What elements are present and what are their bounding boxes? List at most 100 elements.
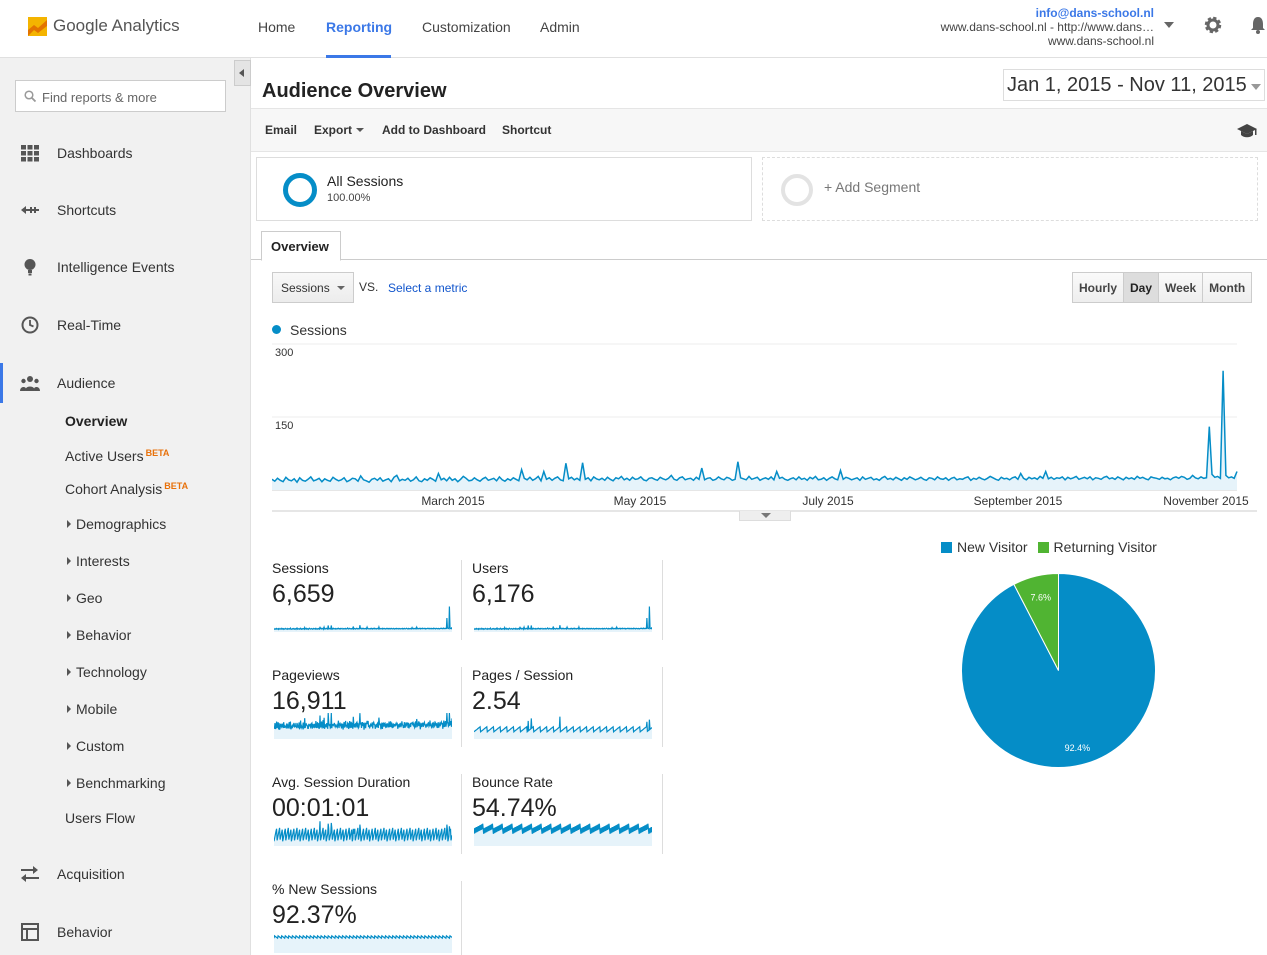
- segment-ring-icon: [283, 173, 317, 207]
- sidebar-item-label: Behavior: [57, 924, 113, 940]
- sidebar-item-audience[interactable]: Audience: [0, 363, 250, 403]
- vs-label: VS.: [359, 280, 379, 294]
- metric-name: Sessions: [272, 560, 329, 576]
- subnav-overview[interactable]: Overview: [65, 413, 127, 429]
- account-selector[interactable]: info@dans-school.nl www.dans-school.nl -…: [941, 6, 1154, 48]
- subnav-label: Technology: [76, 664, 147, 680]
- select-metric-link[interactable]: Select a metric: [388, 281, 468, 295]
- metric-card-pages-per-session[interactable]: Pages / Session 2.54: [472, 667, 662, 757]
- metric-card-pageviews[interactable]: Pageviews 16,911: [272, 667, 462, 757]
- nav-tab-reporting[interactable]: Reporting: [326, 19, 392, 58]
- nav-tab-customization[interactable]: Customization: [422, 19, 511, 35]
- metric-name: Avg. Session Duration: [272, 774, 411, 790]
- add-to-dashboard-button[interactable]: Add to Dashboard: [382, 123, 486, 137]
- beta-badge: BETA: [145, 448, 170, 458]
- brand-name: Google Analytics: [53, 16, 180, 35]
- metric-card-avg-session-duration[interactable]: Avg. Session Duration 00:01:01: [272, 774, 462, 864]
- segment-percent: 100.00%: [327, 192, 371, 204]
- sparkline: [474, 716, 652, 739]
- sparkline-line: [274, 934, 452, 940]
- graduation-cap-icon[interactable]: [1236, 121, 1258, 139]
- granularity-month-button[interactable]: Month: [1203, 273, 1252, 302]
- legend-label: Returning Visitor: [1053, 539, 1157, 555]
- legend-item-returning-visitor[interactable]: Returning Visitor: [1037, 539, 1157, 555]
- subnav-label: Active Users: [65, 448, 144, 464]
- subnav-cohort-analysis[interactable]: Cohort Analysis BETA: [65, 481, 188, 497]
- add-segment-label: + Add Segment: [824, 179, 921, 195]
- subnav-active-users[interactable]: Active Users BETA: [65, 448, 169, 464]
- sessions-line: [272, 370, 1238, 484]
- subnav-label: Behavior: [76, 627, 132, 643]
- metric-select[interactable]: Sessions: [272, 272, 354, 303]
- date-range-label: Jan 1, 2015 - Nov 11, 2015: [1007, 74, 1247, 96]
- metric-value: 16,911: [272, 687, 347, 715]
- subnav-custom[interactable]: Custom: [67, 738, 124, 754]
- sparkline: [274, 821, 452, 846]
- email-button[interactable]: Email: [265, 123, 298, 137]
- page-title: Audience Overview: [262, 80, 447, 102]
- subnav-behavior[interactable]: Behavior: [67, 627, 131, 643]
- x-tick-label: September 2015: [974, 494, 1063, 508]
- metric-card-sessions[interactable]: Sessions 6,659: [272, 560, 462, 650]
- sparkline: [274, 712, 452, 739]
- gear-icon[interactable]: [1203, 15, 1223, 35]
- sidebar-item-label: Real-Time: [57, 317, 122, 333]
- chevron-down-icon[interactable]: [1164, 22, 1174, 28]
- chart-resize-handle[interactable]: [739, 511, 791, 521]
- shortcut-button[interactable]: Shortcut: [502, 123, 552, 137]
- tab-overview[interactable]: Overview: [261, 231, 341, 261]
- granularity-hourly-button[interactable]: Hourly: [1073, 273, 1125, 302]
- account-email: info@dans-school.nl: [1035, 6, 1154, 20]
- legend-swatch: [272, 325, 281, 334]
- bell-icon[interactable]: [1249, 15, 1267, 35]
- subnav-geo[interactable]: Geo: [67, 590, 102, 606]
- granularity-toggle: Hourly Day Week Month: [1072, 272, 1253, 303]
- legend-series-name: Sessions: [290, 322, 347, 338]
- granularity-week-button[interactable]: Week: [1159, 273, 1204, 302]
- granularity-day-button[interactable]: Day: [1124, 273, 1160, 302]
- metric-card-users[interactable]: Users 6,176: [472, 560, 662, 650]
- add-segment-button[interactable]: + Add Segment: [762, 157, 1258, 221]
- expand-triangle-icon: [67, 668, 71, 676]
- date-range-picker[interactable]: Jan 1, 2015 - Nov 11, 2015: [1003, 69, 1265, 101]
- subnav-users-flow[interactable]: Users Flow: [65, 810, 135, 826]
- subnav-interests[interactable]: Interests: [67, 553, 130, 569]
- legend-item-new-visitor[interactable]: New Visitor: [941, 539, 1028, 555]
- metric-card-new-sessions[interactable]: % New Sessions 92.37%: [272, 881, 462, 955]
- tab-divider: [251, 259, 1267, 260]
- sessions-line-chart[interactable]: 300 150 March 2015 May 2015 July 2015 Se…: [272, 340, 1257, 512]
- account-property: www.dans-school.nl - http://www.dans…: [940, 20, 1154, 34]
- chevron-down-icon: [356, 128, 365, 132]
- metric-card-bounce-rate[interactable]: Bounce Rate 54.74%: [472, 774, 662, 864]
- sidebar-item-dashboards[interactable]: Dashboards: [0, 133, 250, 173]
- chevron-down-icon: [1251, 84, 1261, 90]
- sparkline: [274, 934, 452, 953]
- sparkline-area: [274, 935, 452, 953]
- segment-all-sessions[interactable]: All Sessions 100.00%: [256, 157, 752, 221]
- export-button[interactable]: Export: [314, 123, 365, 137]
- sidebar-item-intelligence-events[interactable]: Intelligence Events: [0, 247, 250, 287]
- collapse-sidebar-button[interactable]: [234, 60, 251, 86]
- pie-slice-returning-visitor[interactable]: [1013, 572, 1059, 671]
- subnav-label: Demographics: [76, 516, 167, 532]
- sessions-area: [272, 370, 1237, 490]
- subnav-demographics[interactable]: Demographics: [67, 516, 166, 532]
- nav-tab-home[interactable]: Home: [258, 19, 296, 35]
- sidebar-item-real-time[interactable]: Real-Time: [0, 305, 250, 345]
- nav-tab-admin[interactable]: Admin: [540, 19, 580, 35]
- visitor-pie-chart[interactable]: 92.4% 7.6%: [958, 570, 1159, 771]
- sparkline-line: [474, 823, 652, 834]
- search-input[interactable]: Find reports & more: [15, 80, 226, 112]
- subnav-label: Interests: [76, 553, 130, 569]
- account-view: www.dans-school.nl: [1047, 34, 1154, 48]
- sidebar-item-label: Audience: [57, 375, 116, 391]
- logo[interactable]: Google Analytics: [28, 16, 180, 36]
- card-divider: [461, 560, 462, 640]
- sidebar-item-behavior[interactable]: Behavior: [0, 912, 250, 952]
- subnav-mobile[interactable]: Mobile: [67, 701, 117, 717]
- subnav-technology[interactable]: Technology: [67, 664, 147, 680]
- sidebar-item-shortcuts[interactable]: Shortcuts: [0, 190, 250, 230]
- sidebar-item-acquisition[interactable]: Acquisition: [0, 854, 250, 894]
- subnav-benchmarking[interactable]: Benchmarking: [67, 775, 166, 791]
